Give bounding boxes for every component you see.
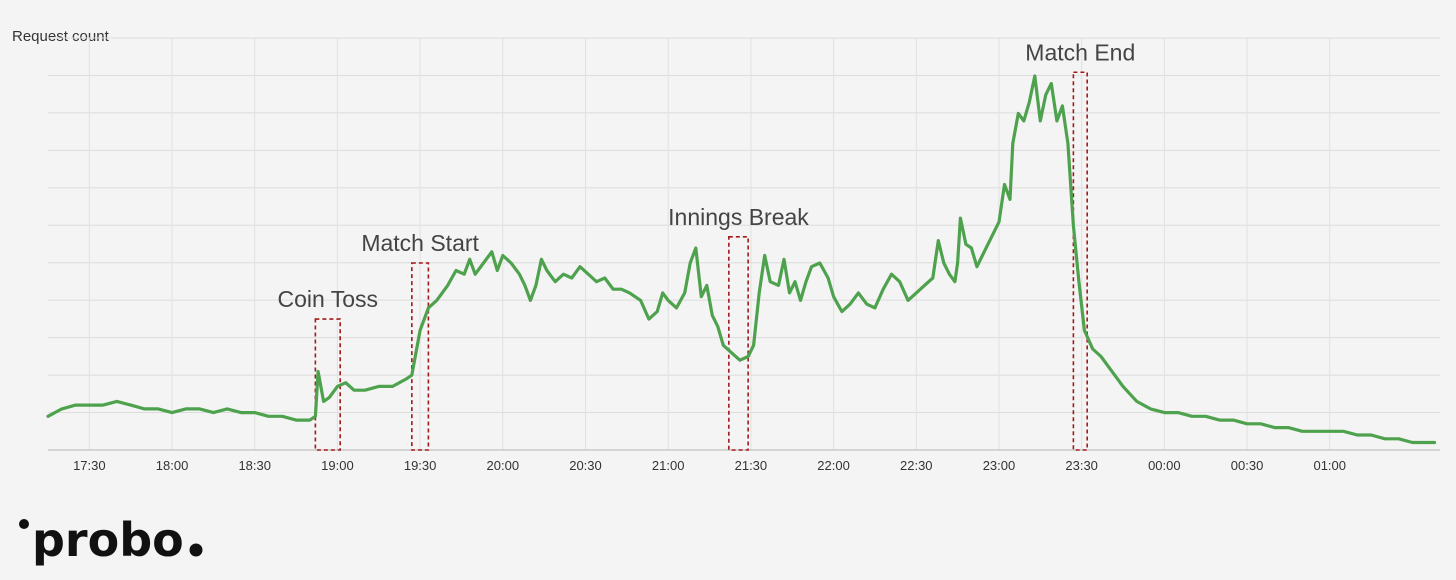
x-tick-label: 18:00 (156, 458, 189, 473)
x-tick-label: 00:30 (1231, 458, 1264, 473)
probo-logo: probo (19, 513, 203, 567)
annotation-label: Match Start (361, 230, 479, 256)
logo-text: probo (32, 513, 184, 567)
x-tick-label: 19:00 (321, 458, 354, 473)
x-tick-label: 01:00 (1313, 458, 1346, 473)
x-tick-label: 00:00 (1148, 458, 1181, 473)
annotation-box (728, 236, 749, 451)
x-tick-label: 22:00 (817, 458, 850, 473)
x-tick-label: 20:30 (569, 458, 602, 473)
x-tick-label: 23:00 (983, 458, 1016, 473)
annotation-label: Coin Toss (277, 286, 378, 312)
logo-end-dot-icon (189, 543, 203, 557)
annotation-label: Innings Break (668, 204, 809, 230)
annotation-box (314, 318, 341, 451)
x-tick-label: 21:30 (735, 458, 768, 473)
grid-lines (48, 37, 1440, 451)
x-tick-label: 23:30 (1065, 458, 1098, 473)
request-count-line (46, 74, 1437, 445)
x-tick-label: 20:00 (487, 458, 520, 473)
x-tick-label: 18:30 (238, 458, 271, 473)
x-tick-label: 17:30 (73, 458, 106, 473)
annotation-label: Match End (1025, 39, 1135, 65)
x-tick-label: 21:00 (652, 458, 685, 473)
annotations: Coin Toss Match Start Innings Break Match E… (277, 39, 1135, 451)
x-axis-ticks: 17:30 18:00 18:30 19:00 19:30 20:00 20:30 21:00… (73, 458, 1346, 473)
x-tick-label: 22:30 (900, 458, 933, 473)
y-axis-label: Request count (12, 28, 109, 45)
annotation-box (411, 262, 430, 451)
logo-dot-icon (19, 519, 29, 529)
x-tick-label: 19:30 (404, 458, 437, 473)
